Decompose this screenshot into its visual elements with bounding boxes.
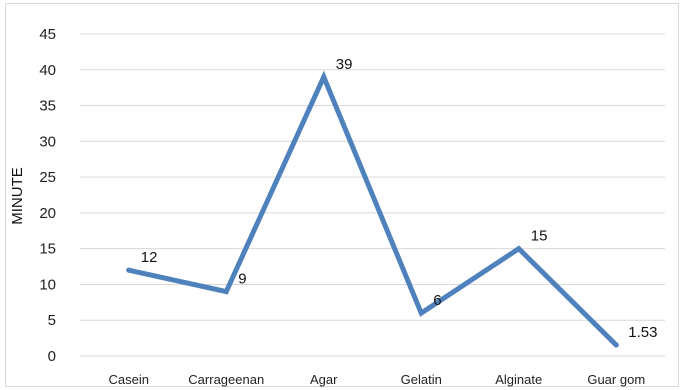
x-category-label: Carrageenan: [188, 372, 264, 387]
gridlines: [80, 33, 665, 357]
y-tick-label: 25: [39, 169, 56, 186]
y-tick-label: 10: [39, 276, 56, 293]
y-tick-label: 35: [39, 98, 56, 115]
x-category-label: Alginate: [495, 372, 542, 387]
chart-frame: [5, 3, 679, 387]
data-label: 15: [531, 228, 548, 245]
y-tick-label: 45: [39, 26, 56, 43]
y-axis-tick-labels: 0 5 10 15 20 25 30 35 40 45: [39, 26, 56, 365]
data-labels: 12 9 39 6 15 1.53: [141, 56, 658, 341]
y-axis-title: MINUTE: [9, 167, 26, 225]
data-label: 6: [433, 292, 441, 309]
x-category-label: Casein: [109, 372, 149, 387]
data-point: [613, 342, 619, 348]
x-category-label: Guar gom: [587, 372, 645, 387]
data-label: 1.53: [628, 324, 657, 341]
data-point: [126, 267, 132, 273]
y-tick-label: 5: [48, 312, 56, 329]
data-label: 12: [141, 249, 158, 266]
data-point: [418, 310, 424, 316]
y-tick-label: 0: [48, 348, 56, 365]
data-label: 39: [336, 56, 353, 73]
y-tick-label: 30: [39, 133, 56, 150]
x-category-label: Agar: [310, 372, 338, 387]
data-point: [516, 246, 522, 252]
data-label: 9: [238, 271, 246, 288]
y-tick-label: 40: [39, 62, 56, 79]
data-point: [223, 289, 229, 295]
x-category-label: Gelatin: [401, 372, 442, 387]
y-tick-label: 20: [39, 205, 56, 222]
data-point: [321, 74, 327, 80]
x-axis-category-labels: Casein Carrageenan Agar Gelatin Alginate Guar…: [109, 372, 646, 387]
series-line: [126, 70, 619, 348]
y-tick-label: 15: [39, 241, 56, 258]
series-minute: [126, 70, 619, 348]
